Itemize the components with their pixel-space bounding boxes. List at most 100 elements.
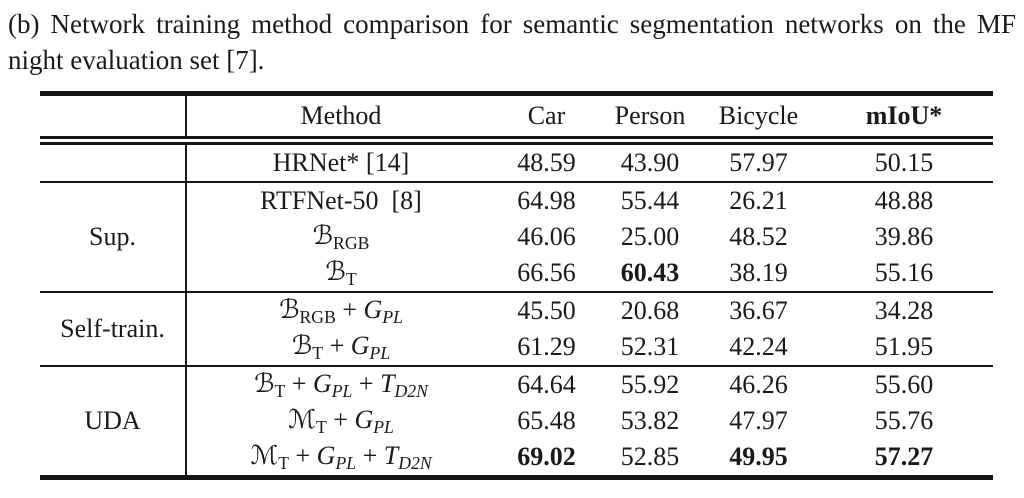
metric-person: 55.92 [620, 370, 680, 399]
method-segment: T [380, 368, 395, 398]
table-row: HRNet* [14] 48.59 43.90 57.97 50.15 [40, 140, 993, 183]
metric-miou: 55.60 [874, 370, 934, 399]
method-segment: PL [369, 342, 391, 363]
method-segment: T [274, 380, 286, 401]
metric-person: 20.68 [620, 296, 680, 325]
row-group-sup: Sup. RTFNet-50 [8] 64.98 55.44 26.21 48.88 ℬRG… [40, 182, 993, 292]
method-name: RTFNet-50 [8] [186, 182, 495, 219]
metric-bicycle: 49.95 [729, 442, 788, 471]
row-group-self-train: Self-train. ℬRGB + GPL 45.50 20.68 36.67 34.2… [40, 292, 993, 366]
table-row: ℳT + GPL 65.48 53.82 47.97 55.76 [40, 403, 993, 439]
method-segment: ℬ [291, 330, 313, 361]
metric-miou: 51.95 [874, 332, 934, 361]
method-name: ℳT + GPL + TD2N [186, 439, 495, 478]
results-table: Method Car Person Bicycle mIoU* HRNet* [14] 4… [40, 91, 993, 480]
method-segment: PL [335, 452, 357, 473]
column-header-miou: mIoU* [865, 101, 943, 130]
metric-miou: 34.28 [874, 296, 934, 325]
method-segment: T [312, 342, 324, 363]
table-row: UDA ℬT + GPL + TD2N 64.64 55.92 46.26 55.60 [40, 366, 993, 478]
method-segment: T [315, 416, 327, 437]
method-name: ℬT + GPL + TD2N [186, 366, 495, 403]
column-header-person: Person [614, 101, 686, 130]
metric-bicycle: 46.26 [729, 370, 788, 399]
table-row: Sup. RTFNet-50 [8] 64.98 55.44 26.21 48.88 [40, 182, 993, 292]
metric-person: 55.44 [620, 186, 680, 215]
method-segment: PL [331, 380, 353, 401]
method-segment: T [383, 440, 399, 470]
metric-bicycle: 26.21 [729, 186, 788, 215]
group-label-uda: UDA [40, 366, 187, 478]
group-label-self-train: Self-train. [40, 292, 187, 366]
metric-person: 52.85 [620, 442, 680, 471]
table-row: Self-train. ℬRGB + GPL 45.50 20.68 36.67 34.2… [40, 292, 993, 366]
method-segment: + [323, 330, 351, 360]
metric-bicycle: 47.97 [729, 406, 788, 435]
metric-miou: 55.16 [874, 258, 934, 287]
table-row: ℬT + GPL 61.29 52.31 42.24 51.95 [40, 329, 993, 366]
method-segment: ℬ [325, 256, 346, 287]
metric-car: 65.48 [517, 406, 576, 435]
method-segment: ℬ [254, 368, 275, 399]
metric-car: 61.29 [517, 332, 576, 361]
metric-miou: 48.88 [874, 186, 934, 215]
method-segment: PL [382, 306, 403, 327]
metric-miou: 39.86 [874, 222, 934, 251]
method-segment: + [326, 404, 355, 434]
header-row: Method Car Person Bicycle mIoU* [40, 93, 993, 141]
method-segment: G [312, 368, 332, 398]
table-row: ℬT 66.56 60.43 38.19 55.16 [40, 255, 993, 292]
method-segment: RTFNet-50 [8] [260, 186, 422, 215]
metric-car: 66.56 [517, 258, 576, 287]
method-name: ℬT + GPL [186, 329, 495, 366]
method-segment: + [335, 294, 364, 324]
column-header-group [40, 93, 187, 141]
metric-miou: 50.15 [874, 148, 934, 177]
column-header-bicycle: Bicycle [718, 101, 799, 130]
metric-car: 45.50 [517, 296, 576, 325]
column-header-method: Method [300, 101, 382, 130]
method-name: ℬRGB [186, 219, 495, 255]
method-name: ℬRGB + GPL [186, 292, 495, 329]
metric-car: 69.02 [517, 442, 576, 471]
metric-bicycle: 57.97 [729, 148, 788, 177]
metric-person: 25.00 [620, 222, 680, 251]
table-row: ℳT + GPL + TD2N 69.02 52.85 49.95 57.27 [40, 439, 993, 478]
metric-bicycle: 38.19 [729, 258, 788, 287]
method-segment: T [278, 452, 289, 473]
metric-car: 64.64 [517, 370, 576, 399]
table-header: Method Car Person Bicycle mIoU* [40, 93, 993, 141]
metric-car: 64.98 [517, 186, 576, 215]
method-segment: G [363, 294, 383, 324]
method-name: HRNet* [14] [186, 141, 495, 183]
table-caption: (b) Network training method comparison f… [8, 9, 1016, 75]
table-row: ℬRGB 46.06 25.00 48.52 39.86 [40, 219, 993, 255]
method-segment: + [285, 368, 313, 398]
method-segment: ℬ [279, 294, 300, 325]
method-segment: HRNet* [14] [272, 148, 410, 177]
method-name: ℬT [186, 255, 495, 292]
metric-person: 43.90 [620, 148, 680, 177]
method-segment: + [289, 440, 317, 470]
metric-bicycle: 48.52 [729, 222, 788, 251]
group-label-baseline [40, 140, 187, 182]
method-segment: T [345, 268, 357, 289]
metric-car: 48.59 [517, 148, 576, 177]
metric-person: 60.43 [620, 258, 680, 287]
method-segment: RGB [333, 232, 370, 253]
metric-bicycle: 36.67 [729, 296, 788, 325]
method-segment: RGB [299, 306, 336, 327]
method-segment: + [352, 368, 381, 398]
method-segment: PL [373, 416, 394, 437]
method-segment: D2N [394, 380, 428, 401]
method-name: ℳT + GPL [186, 403, 495, 439]
method-segment: G [316, 440, 336, 470]
metric-person: 53.82 [620, 406, 680, 435]
method-segment: + [356, 440, 384, 470]
metric-miou: 55.76 [874, 406, 934, 435]
method-segment: G [350, 330, 370, 360]
row-group-uda: UDA ℬT + GPL + TD2N 64.64 55.92 46.26 55.60 ℳT… [40, 366, 993, 478]
row-group-baseline: HRNet* [14] 48.59 43.90 57.97 50.15 [40, 140, 993, 183]
method-segment: D2N [398, 452, 432, 473]
metric-bicycle: 42.24 [729, 332, 788, 361]
